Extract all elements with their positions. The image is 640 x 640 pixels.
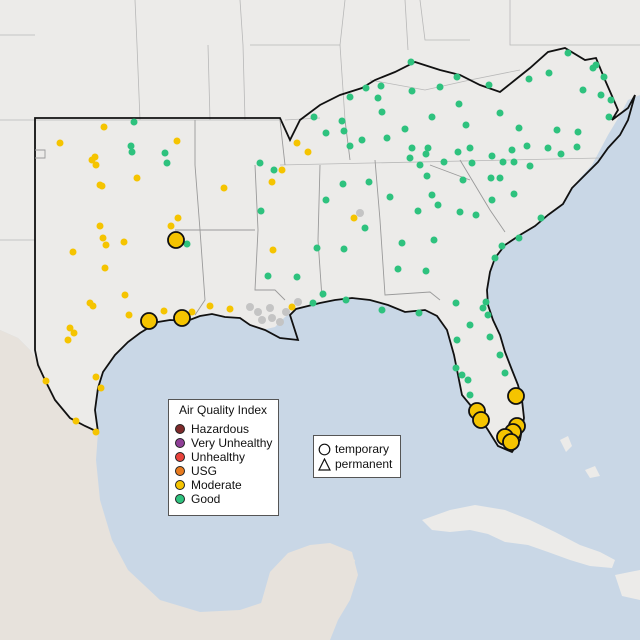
bahamas-island bbox=[560, 436, 572, 452]
yucatan-land bbox=[250, 543, 358, 640]
legend-item-hazardous: Hazardous bbox=[175, 422, 249, 436]
very-unhealthy-swatch-icon bbox=[175, 438, 185, 448]
legend-item-good: Good bbox=[175, 492, 220, 506]
legend-item-moderate: Moderate bbox=[175, 478, 242, 492]
usg-swatch-icon bbox=[175, 466, 185, 476]
temporary-label: temporary bbox=[335, 442, 390, 456]
legend-label: USG bbox=[191, 464, 218, 478]
legend-label: Good bbox=[191, 492, 221, 506]
legend-title: Air Quality Index bbox=[179, 403, 268, 417]
shape-legend: temporary permanent bbox=[313, 435, 401, 478]
legend-item-usg: USG bbox=[175, 464, 217, 478]
hispaniola bbox=[615, 570, 640, 600]
legend-item-unhealthy: Unhealthy bbox=[175, 450, 245, 464]
permanent-label: permanent bbox=[335, 457, 393, 471]
hazardous-swatch-icon bbox=[175, 424, 185, 434]
legend-label: Moderate bbox=[191, 478, 242, 492]
legend-item-permanent: permanent bbox=[318, 457, 392, 471]
circle-icon bbox=[318, 443, 331, 455]
large-moderate-sites bbox=[140, 231, 526, 451]
bahamas-island-2 bbox=[585, 466, 600, 478]
good-sites bbox=[127, 49, 615, 399]
inactive-sites bbox=[246, 209, 364, 326]
region-state-borders bbox=[35, 119, 506, 316]
legend-label: Hazardous bbox=[191, 422, 250, 436]
legend-label: Very Unhealthy bbox=[191, 436, 273, 450]
unhealthy-swatch-icon bbox=[175, 452, 185, 462]
mexico-land bbox=[0, 330, 355, 640]
legend-label: Unhealthy bbox=[191, 450, 246, 464]
moderate-sites bbox=[42, 123, 358, 436]
legend-item-temporary: temporary bbox=[318, 442, 389, 456]
state-borders bbox=[0, 0, 640, 241]
moderate-swatch-icon bbox=[175, 480, 185, 490]
good-swatch-icon bbox=[175, 494, 185, 504]
cuba-island bbox=[422, 505, 615, 568]
legend-item-very-unhealthy: Very Unhealthy bbox=[175, 436, 272, 450]
us-land bbox=[0, 0, 640, 452]
aqi-legend: Air Quality Index Hazardous Very Unhealt… bbox=[168, 399, 279, 516]
triangle-icon bbox=[318, 457, 331, 471]
